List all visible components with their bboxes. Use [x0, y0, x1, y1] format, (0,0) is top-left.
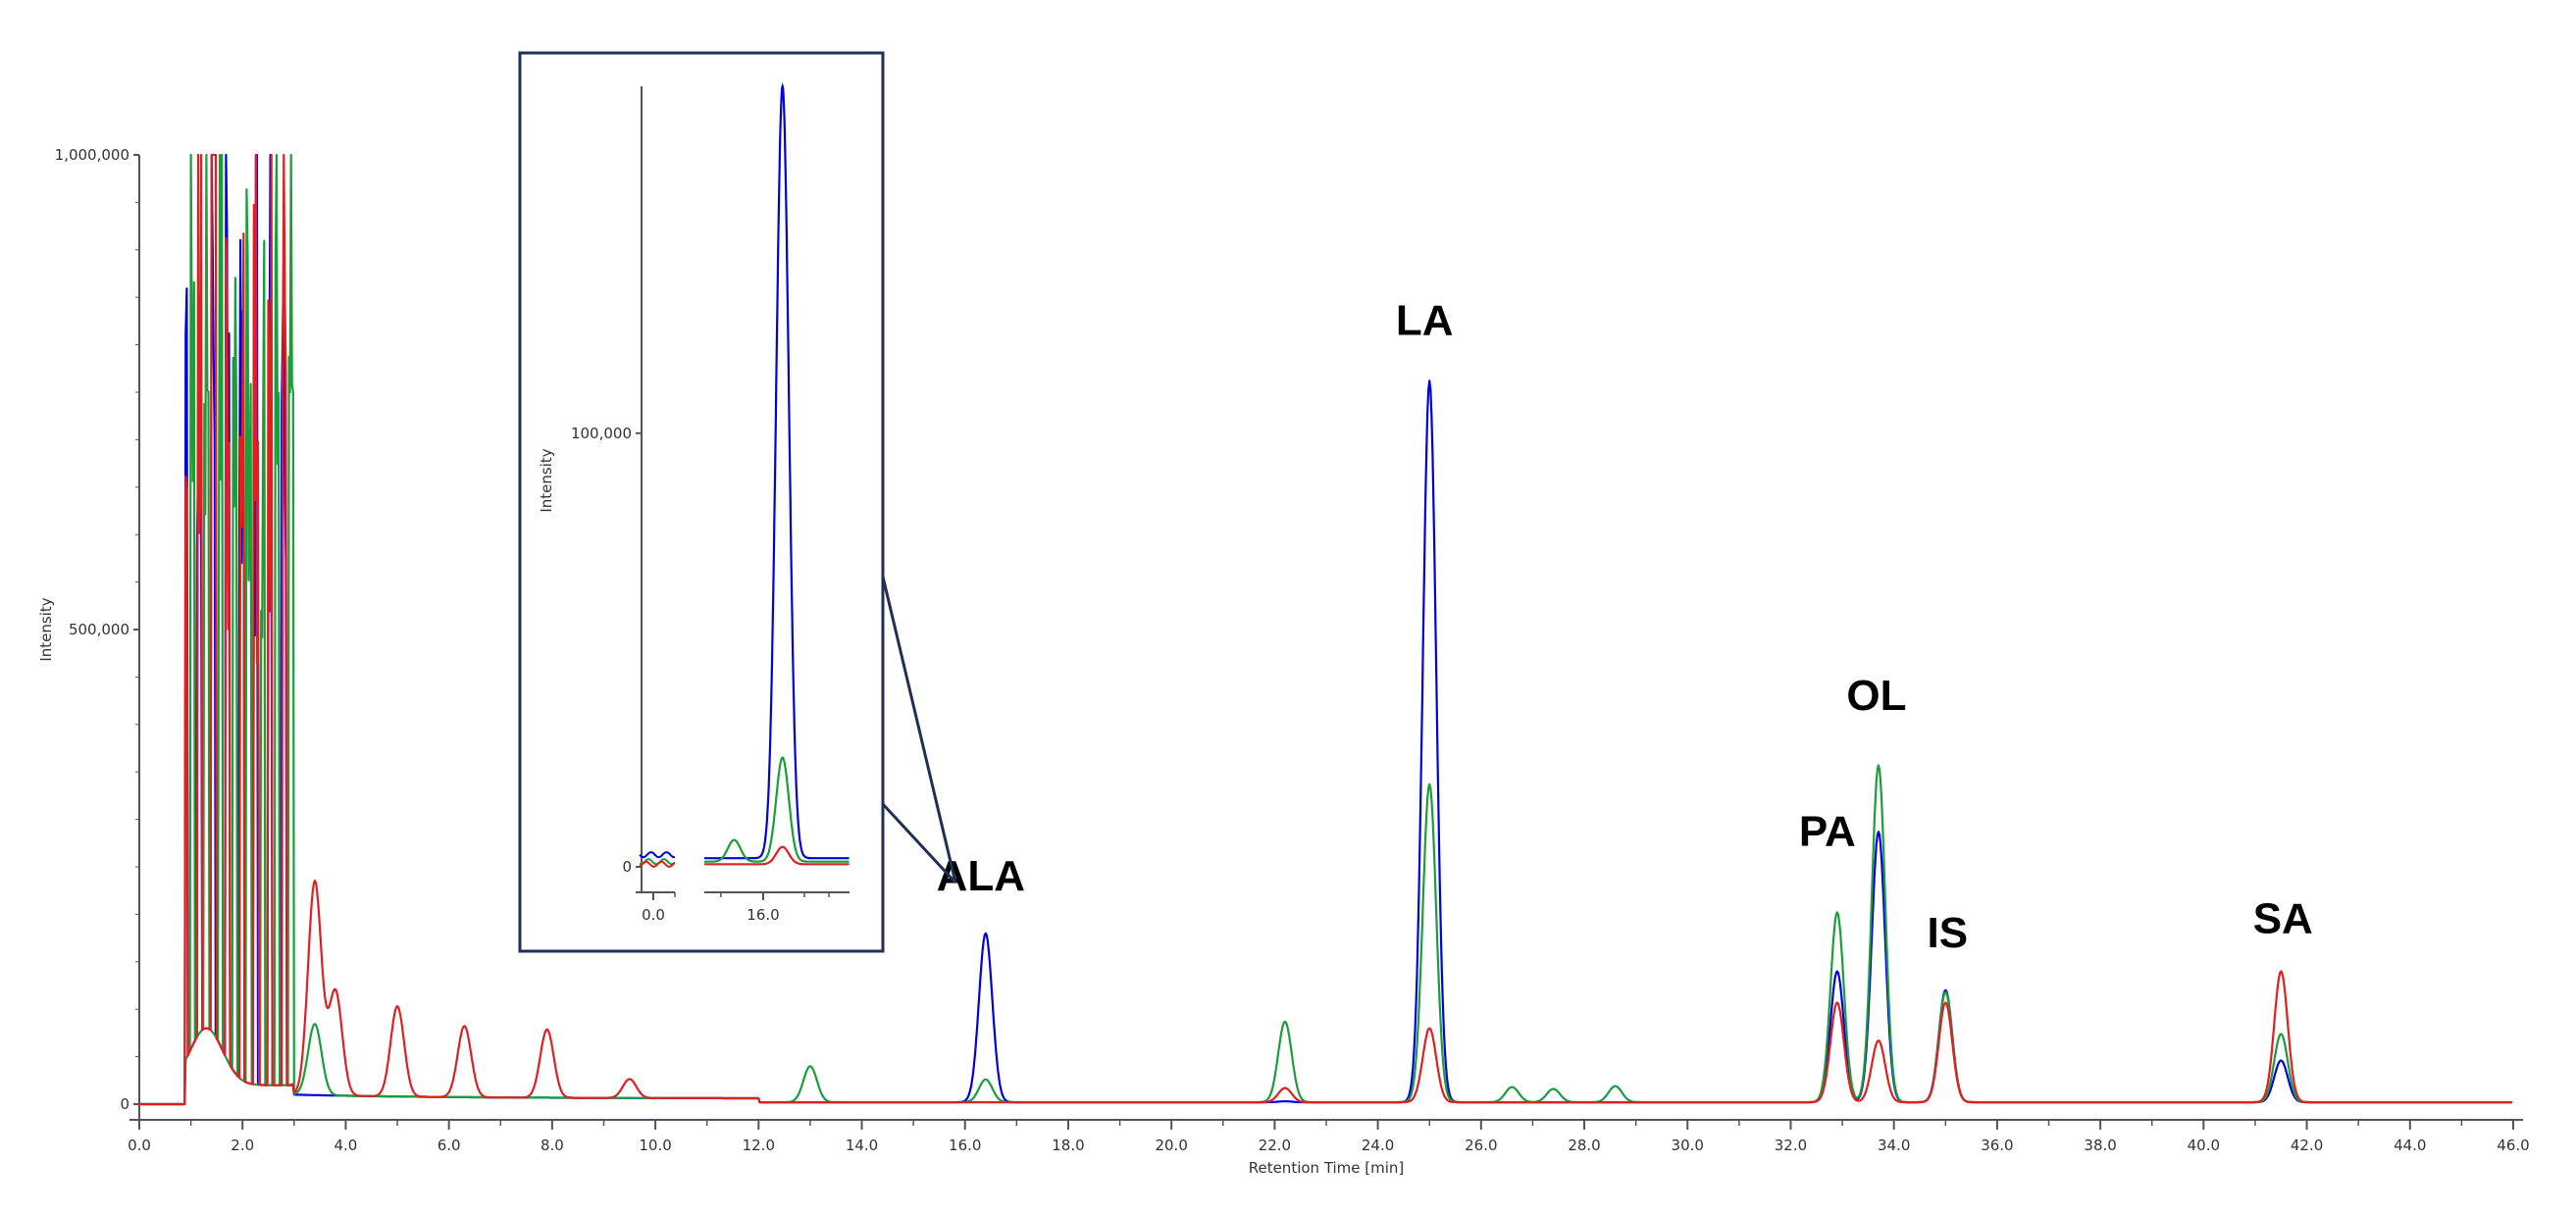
peak-label-is: IS — [1928, 909, 1969, 957]
x-tick-label: 22.0 — [1259, 1137, 1291, 1154]
x-tick-label: 26.0 — [1465, 1137, 1497, 1154]
peak-label-sa: SA — [2253, 894, 2313, 942]
x-tick-label: 16.0 — [949, 1137, 981, 1154]
x-tick-label: 34.0 — [1878, 1137, 1910, 1154]
x-ticks: 0.0 2.0 4.0 6.0 8.0 10.0 12.0 14.0 16.0 18.0 20.0 2… — [128, 1120, 2530, 1154]
x-tick-label: 14.0 — [846, 1137, 878, 1154]
inset-series-line-1 — [704, 81, 850, 860]
x-tick-label: 6.0 — [438, 1137, 461, 1154]
inset-y-axis-title: Intensity — [538, 448, 555, 512]
peak-label-ol: OL — [1846, 672, 1906, 720]
inset-y-tick-label: 100,000 — [571, 425, 632, 442]
plot-area — [139, 153, 2512, 1106]
y-tick-label: 0 — [120, 1095, 129, 1113]
series-line-3 — [139, 153, 2512, 1106]
inset-y-tick-label: 0 — [622, 858, 632, 876]
x-tick-label: 4.0 — [335, 1137, 358, 1154]
x-tick-label: 32.0 — [1775, 1137, 1807, 1154]
main-axes: 0.0 2.0 4.0 6.0 8.0 10.0 12.0 14.0 16.0 18.0 20.0 2… — [37, 146, 2530, 1177]
x-tick-label: 28.0 — [1568, 1137, 1600, 1154]
x-tick-label: 24.0 — [1362, 1137, 1394, 1154]
inset-callout-line-top — [881, 576, 957, 884]
inset-callout-line-bottom — [881, 802, 957, 884]
x-tick-label: 12.0 — [743, 1137, 775, 1154]
inset-series-start-3 — [639, 860, 676, 869]
y-tick-label: 1,000,000 — [55, 146, 129, 164]
x-tick-label: 42.0 — [2291, 1137, 2323, 1154]
inset-plot — [639, 81, 850, 869]
x-tick-label: 38.0 — [2084, 1137, 2116, 1154]
x-axis-title: Retention Time [min] — [1249, 1159, 1405, 1177]
inset-series-line-2 — [704, 756, 850, 863]
y-ticks: 0 500,000 1,000,000 — [55, 146, 139, 1113]
x-tick-label: 18.0 — [1052, 1137, 1084, 1154]
x-tick-label: 2.0 — [231, 1137, 254, 1154]
peak-label-la: LA — [1396, 297, 1454, 345]
x-tick-label: 44.0 — [2394, 1137, 2426, 1154]
y-tick-label: 500,000 — [69, 621, 129, 638]
peak-label-pa: PA — [1799, 807, 1856, 855]
inset-series-line-3 — [704, 845, 850, 866]
x-tick-label: 40.0 — [2188, 1137, 2220, 1154]
x-tick-label: 8.0 — [541, 1137, 564, 1154]
x-tick-label: 20.0 — [1155, 1137, 1187, 1154]
x-tick-label: 36.0 — [1981, 1137, 2013, 1154]
inset-frame — [518, 51, 885, 953]
inset-x-tick-label: 0.0 — [642, 906, 665, 924]
y-axis-title: Intensity — [37, 597, 55, 661]
inset-x-tick-label: 16.0 — [747, 906, 779, 924]
x-tick-label: 30.0 — [1672, 1137, 1704, 1154]
x-tick-label: 46.0 — [2497, 1137, 2529, 1154]
zoom-inset: Intensity 0 100,000 0.0 16.0 — [518, 51, 957, 953]
inset-axes: 0 100,000 0.0 16.0 — [571, 86, 850, 924]
inset-series-start-1 — [639, 850, 676, 859]
x-tick-label: 0.0 — [128, 1137, 151, 1154]
x-tick-label: 10.0 — [639, 1137, 671, 1154]
